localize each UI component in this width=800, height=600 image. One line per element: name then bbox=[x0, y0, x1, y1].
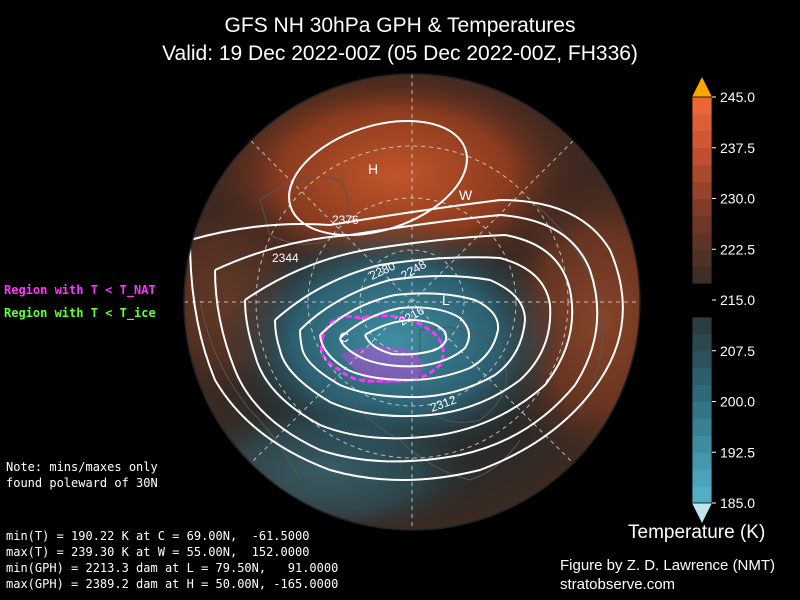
colorbar-tick-label: 237.5 bbox=[720, 140, 755, 156]
colorbar-tick-label: 192.5 bbox=[720, 444, 755, 460]
colorbar-segment bbox=[692, 215, 712, 233]
colorbar-tick-label: 245.0 bbox=[720, 89, 755, 105]
colorbar-segment bbox=[692, 249, 712, 267]
coastline bbox=[419, 327, 508, 423]
colorbar-segment bbox=[692, 401, 712, 419]
colorbar-segment bbox=[692, 130, 712, 149]
gph-contours bbox=[189, 119, 624, 481]
figure-title-line2: Valid: 19 Dec 2022-00Z (05 Dec 2022-00Z,… bbox=[162, 42, 638, 65]
colorbar-tick-label: 185.0 bbox=[720, 495, 755, 511]
marker-c: C bbox=[339, 329, 349, 345]
colorbar-tick-label: 230.0 bbox=[720, 191, 755, 207]
colorbar-segment bbox=[692, 435, 712, 453]
note-line1: Note: mins/maxes only bbox=[6, 460, 158, 474]
colorbar-segment bbox=[692, 486, 712, 504]
colorbar-tick-label: 215.0 bbox=[720, 292, 755, 308]
contour-label: 2376 bbox=[332, 213, 359, 227]
colorbar-segment bbox=[692, 333, 712, 352]
colorbar-over-arrow bbox=[692, 77, 712, 97]
colorbar-tick-label: 222.5 bbox=[720, 241, 755, 257]
legend-nat-label: Region with T < T_NAT bbox=[4, 283, 156, 297]
note-text: Note: mins/maxes only found poleward of … bbox=[6, 459, 158, 491]
stat-min-t: min(T) = 190.22 K at C = 69.00N, -61.500… bbox=[6, 529, 310, 543]
colorbar-segment bbox=[692, 300, 712, 318]
legend-ice-label: Region with T < T_ice bbox=[4, 306, 156, 320]
colorbar-segment bbox=[692, 232, 712, 250]
stat-max-t: max(T) = 239.30 K at W = 55.00N, 152.000… bbox=[6, 545, 310, 559]
credit-line2: stratobserve.com bbox=[560, 576, 676, 593]
colorbar-tick-label: 200.0 bbox=[720, 394, 755, 410]
marker-h: H bbox=[368, 161, 378, 177]
colorbar-segment bbox=[692, 198, 712, 216]
colorbar-segment bbox=[692, 384, 712, 402]
note-line2: found poleward of 30N bbox=[6, 476, 158, 490]
marker-w: W bbox=[459, 187, 473, 203]
colorbar-segment bbox=[692, 283, 712, 301]
coastline bbox=[529, 199, 603, 411]
colorbar-segment bbox=[692, 164, 712, 183]
stat-min-gph: min(GPH) = 2213.3 dam at L = 79.50N, 91.… bbox=[6, 561, 339, 575]
colorbar-segment bbox=[692, 367, 712, 386]
colorbar-segment bbox=[692, 147, 712, 166]
coastline bbox=[199, 299, 301, 481]
stat-max-gph: max(GPH) = 2389.2 dam at H = 50.00N, -16… bbox=[6, 577, 339, 591]
colorbar-tick-label: 207.5 bbox=[720, 343, 755, 359]
map-boundary bbox=[183, 73, 641, 531]
colorbar-segment bbox=[692, 418, 712, 436]
figure-title-line1: GFS NH 30hPa GPH & Temperatures bbox=[224, 14, 576, 37]
credit-line1: Figure by Z. D. Lawrence (NMT) bbox=[560, 557, 776, 574]
colorbar-segment bbox=[692, 266, 712, 284]
colorbar-segment bbox=[692, 181, 712, 199]
colorbar-segment bbox=[692, 97, 712, 115]
colorbar-label: Temperature (K) bbox=[628, 522, 766, 543]
marker-l: L bbox=[442, 292, 450, 308]
colorbar: 245.0 237.5 230.0 222.5 215.0 207.5 200.0 192.5… bbox=[691, 77, 755, 523]
colorbar-segment bbox=[692, 350, 712, 369]
colorbar-segment bbox=[692, 113, 712, 132]
nat-region bbox=[319, 314, 445, 383]
contour-label: 2344 bbox=[272, 251, 299, 265]
colorbar-segment bbox=[692, 452, 712, 470]
credit: Figure by Z. D. Lawrence (NMT) stratobser… bbox=[560, 556, 775, 594]
colorbar-segment bbox=[692, 316, 712, 335]
cold-region bbox=[225, 220, 565, 460]
colorbar-segment bbox=[692, 469, 712, 487]
graticule bbox=[184, 74, 640, 530]
stats-block: min(T) = 190.22 K at C = 69.00N, -61.500… bbox=[6, 528, 338, 592]
colorbar-under-arrow bbox=[692, 503, 712, 523]
